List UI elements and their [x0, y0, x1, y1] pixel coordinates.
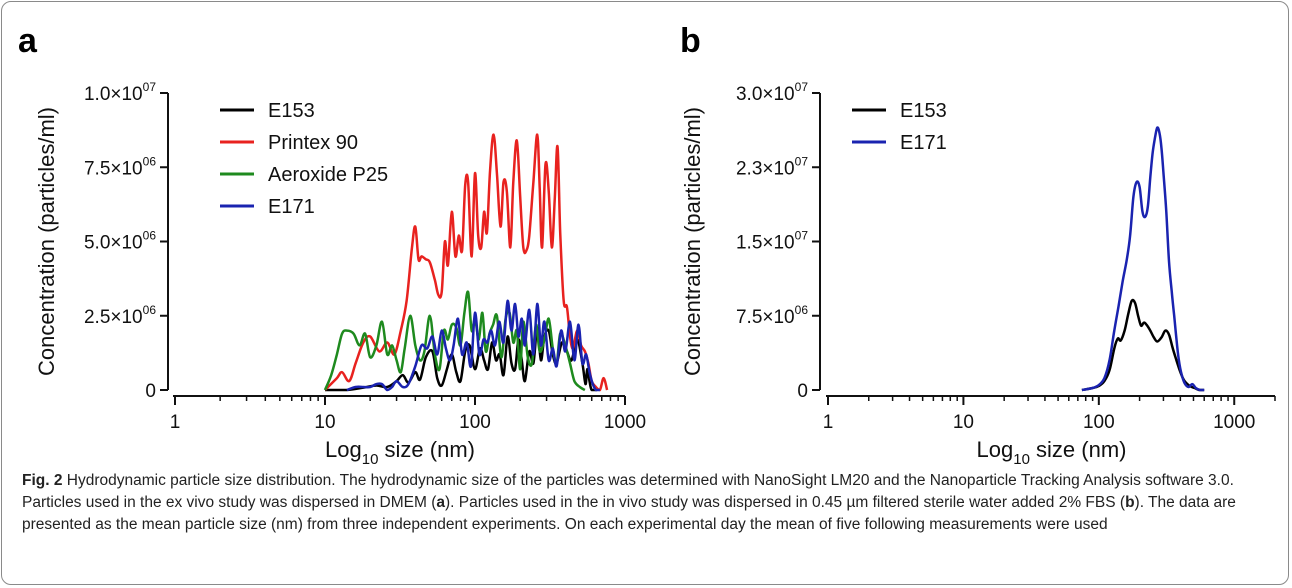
caption-text-3: ). The data are presented as the mean pa…	[22, 494, 1236, 533]
caption-fig-label: Fig. 2	[22, 472, 63, 489]
caption-title: Hydrodynamic particle size distribution.	[66, 472, 336, 489]
series-line-e171	[1081, 126, 1205, 392]
y-tick-label: 7.5×1006	[736, 303, 808, 328]
legend-label: E153	[268, 100, 315, 122]
caption-ref-a: a	[436, 494, 445, 511]
x-tick-label: 1	[170, 412, 181, 433]
caption-ref-b: b	[1125, 494, 1135, 511]
y-axis-label: Concentration (particles/ml)	[34, 107, 59, 376]
x-axis-label: Log10 size (nm)	[325, 437, 475, 465]
caption-text-2: ). Particles used in the in vivo study w…	[445, 494, 1126, 511]
y-tick-label: 5.0×1006	[84, 229, 156, 254]
legend-label: Printex 90	[268, 132, 358, 154]
chart-panel-a: a 0 2.5×1006 5.0×1006 7.5×1006 1.0×1007 1 10 100…	[18, 22, 646, 465]
x-tick-label: 1000	[1213, 412, 1255, 433]
series-line-e171	[346, 299, 600, 392]
x-tick-label: 100	[1083, 412, 1115, 433]
legend-label: Aeroxide P25	[268, 164, 388, 186]
y-tick-label: 0	[145, 381, 156, 402]
y-tick-label: 3.0×1007	[736, 80, 808, 105]
y-tick-label: 2.5×1006	[84, 303, 156, 328]
x-tick-label: 100	[459, 412, 491, 433]
caption-text-1: The hydrodynamic size of the particles w…	[22, 472, 1234, 511]
x-tick-label: 1	[823, 412, 834, 433]
series-line-aeroxide-p25	[323, 290, 586, 392]
panel-letter: b	[680, 22, 701, 60]
x-tick-label: 10	[314, 412, 335, 433]
y-tick-label: 1.0×1007	[84, 80, 156, 105]
y-axis-label: Concentration (particles/ml)	[680, 107, 705, 376]
legend-label: E171	[268, 196, 315, 218]
y-tick-label: 0	[797, 381, 808, 402]
x-tick-label: 1000	[604, 412, 646, 433]
series-line-e153	[1081, 298, 1205, 392]
x-axis-label: Log10 size (nm)	[977, 437, 1127, 465]
x-tick-label: 10	[953, 412, 974, 433]
legend-label: E153	[900, 100, 947, 122]
y-tick-label: 7.5×1006	[84, 154, 156, 179]
figure-caption: Fig. 2 Hydrodynamic particle size distri…	[22, 470, 1270, 536]
y-tick-label: 1.5×1007	[736, 229, 808, 254]
legend-label: E171	[900, 132, 947, 154]
y-tick-label: 2.3×1007	[736, 154, 808, 179]
series-line-printex-90	[324, 133, 609, 392]
panel-letter: a	[18, 22, 38, 60]
chart-panel-b: b 0 7.5×1006 1.5×1007 2.3×1007 3.0×1007 1 10 100…	[680, 22, 1276, 465]
